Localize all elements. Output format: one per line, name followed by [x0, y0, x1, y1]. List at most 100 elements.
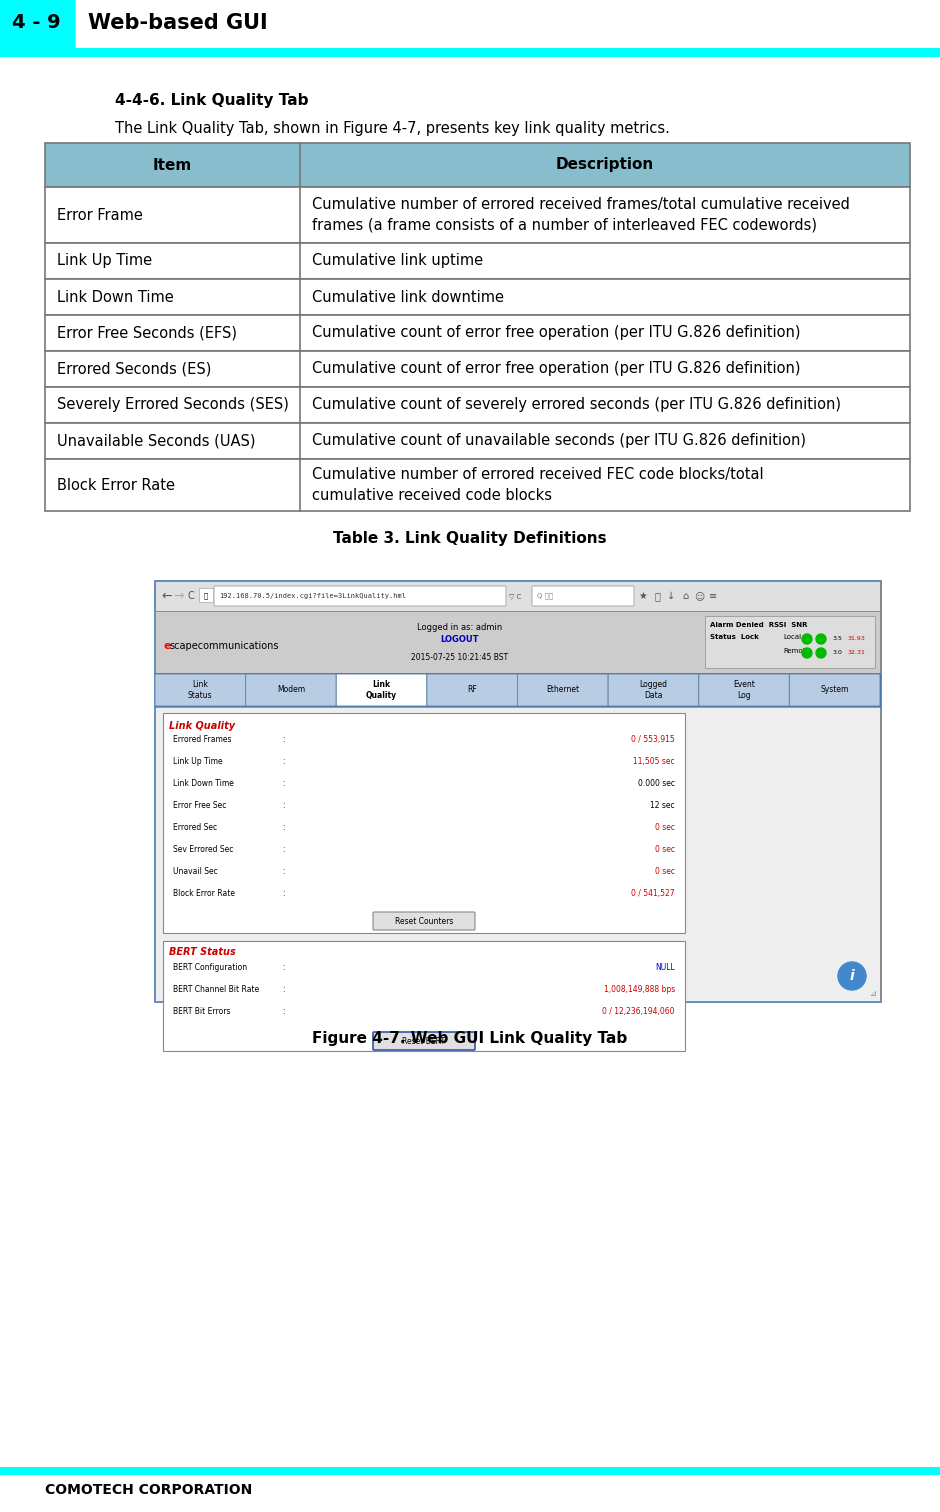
Text: Sev Errored Sec: Sev Errored Sec	[173, 845, 233, 854]
Text: BERT Channel Bit Rate: BERT Channel Bit Rate	[173, 984, 259, 993]
Text: Error Free Sec: Error Free Sec	[173, 801, 227, 810]
Bar	[45, 144, 910, 187]
Bar	[155, 581, 880, 1001]
Bar	[0, 48, 940, 57]
Text: Block Error Rate: Block Error Rate	[57, 478, 175, 493]
Bar	[45, 280, 910, 314]
Text: Link Quality: Link Quality	[169, 721, 235, 730]
Text: ▽ C: ▽ C	[509, 593, 522, 599]
Bar	[45, 423, 910, 460]
Bar	[45, 351, 910, 387]
Text: Q 검색: Q 검색	[537, 593, 553, 599]
Text: 2015-07-25 10:21:45 BST: 2015-07-25 10:21:45 BST	[411, 653, 508, 662]
Text: 0 / 541,527: 0 / 541,527	[632, 889, 675, 898]
FancyBboxPatch shape	[518, 674, 608, 706]
Text: Cumulative number of errored received frames/total cumulative received
frames (a: Cumulative number of errored received fr…	[312, 197, 850, 233]
Bar	[45, 314, 910, 351]
Text: :: :	[282, 735, 284, 744]
Bar	[155, 581, 880, 611]
Bar	[45, 460, 910, 511]
Circle shape	[802, 634, 812, 644]
Text: Error Free Seconds (EFS): Error Free Seconds (EFS)	[57, 325, 237, 340]
Text: Unavail Sec: Unavail Sec	[173, 866, 218, 875]
Bar	[0, 1467, 940, 1476]
Text: NULL: NULL	[655, 963, 675, 972]
Text: :: :	[282, 845, 284, 854]
Text: 192.168.70.5/index.cgi?file=3LinkQuality.hml: 192.168.70.5/index.cgi?file=3LinkQuality…	[219, 593, 406, 599]
Text: 🔒: 🔒	[204, 593, 208, 599]
Text: Status  Lock: Status Lock	[710, 634, 759, 640]
Text: :: :	[282, 889, 284, 898]
Bar	[155, 673, 880, 708]
Text: Local: Local	[783, 634, 801, 640]
Text: Reset Counters: Reset Counters	[395, 916, 453, 925]
FancyBboxPatch shape	[0, 0, 75, 48]
Text: →: →	[174, 590, 184, 602]
Text: scapecommunications: scapecommunications	[169, 641, 278, 652]
Text: BERT Bit Errors: BERT Bit Errors	[173, 1007, 230, 1016]
Text: Cumulative count of error free operation (per ITU G.826 definition): Cumulative count of error free operation…	[312, 361, 801, 376]
Text: Reset BERT: Reset BERT	[402, 1037, 446, 1045]
Text: Link Down Time: Link Down Time	[57, 289, 174, 304]
Text: Web-based GUI: Web-based GUI	[88, 14, 268, 33]
Text: :: :	[282, 801, 284, 810]
Text: Cumulative count of severely errored seconds (per ITU G.826 definition): Cumulative count of severely errored sec…	[312, 398, 841, 413]
Text: ←: ←	[162, 590, 172, 602]
Circle shape	[802, 649, 812, 658]
FancyBboxPatch shape	[214, 587, 506, 606]
Text: 0 sec: 0 sec	[655, 866, 675, 875]
Text: ≡: ≡	[709, 591, 717, 600]
Text: 4 - 9: 4 - 9	[11, 14, 60, 32]
Text: Errored Sec: Errored Sec	[173, 823, 217, 832]
Text: :: :	[282, 823, 284, 832]
Text: 32.31: 32.31	[848, 650, 866, 655]
Text: Cumulative link uptime: Cumulative link uptime	[312, 254, 483, 269]
Text: 🖫: 🖫	[654, 591, 660, 600]
Text: 1,008,149,888 bps: 1,008,149,888 bps	[603, 984, 675, 993]
Text: Cumulative link downtime: Cumulative link downtime	[312, 289, 504, 304]
Text: RF: RF	[467, 685, 478, 694]
Text: Description: Description	[556, 157, 654, 172]
Bar	[155, 708, 880, 1001]
Text: Link Up Time: Link Up Time	[57, 254, 152, 269]
Text: :: :	[282, 779, 284, 788]
Bar	[45, 387, 910, 423]
Text: 3.0: 3.0	[833, 650, 843, 655]
Text: C: C	[188, 591, 195, 600]
Text: Logged
Data: Logged Data	[639, 680, 667, 700]
Text: Item: Item	[153, 157, 192, 172]
Text: ☺: ☺	[694, 591, 704, 600]
FancyBboxPatch shape	[427, 674, 518, 706]
FancyBboxPatch shape	[373, 912, 475, 930]
Text: The Link Quality Tab, shown in Figure 4-7, presents key link quality metrics.: The Link Quality Tab, shown in Figure 4-…	[115, 121, 670, 136]
Text: Errored Seconds (ES): Errored Seconds (ES)	[57, 361, 212, 376]
Text: 3.5: 3.5	[833, 635, 843, 641]
Text: Remote: Remote	[783, 649, 809, 655]
Text: Severely Errored Seconds (SES): Severely Errored Seconds (SES)	[57, 398, 289, 413]
Text: 0 sec: 0 sec	[655, 845, 675, 854]
Text: Link
Quality: Link Quality	[366, 680, 397, 700]
Text: COMOTECH CORPORATION: COMOTECH CORPORATION	[45, 1483, 252, 1497]
Text: BERT Status: BERT Status	[169, 947, 236, 957]
Text: Figure 4-7. Web GUI Link Quality Tab: Figure 4-7. Web GUI Link Quality Tab	[312, 1031, 628, 1046]
FancyBboxPatch shape	[373, 1033, 475, 1049]
Text: Table 3. Link Quality Definitions: Table 3. Link Quality Definitions	[333, 531, 607, 546]
Text: 11,505 sec: 11,505 sec	[634, 758, 675, 767]
Text: 0 sec: 0 sec	[655, 823, 675, 832]
Circle shape	[816, 649, 826, 658]
Text: Link Up Time: Link Up Time	[173, 758, 223, 767]
Text: Errored Frames: Errored Frames	[173, 735, 231, 744]
Text: :: :	[282, 963, 284, 972]
Text: Cumulative number of errored received FEC code blocks/total
cumulative received : Cumulative number of errored received FE…	[312, 467, 764, 502]
Text: Block Error Rate: Block Error Rate	[173, 889, 235, 898]
Bar	[163, 940, 685, 1051]
Text: ↓: ↓	[667, 591, 675, 600]
Text: 0 / 12,236,194,060: 0 / 12,236,194,060	[603, 1007, 675, 1016]
Text: 0 / 553,915: 0 / 553,915	[632, 735, 675, 744]
FancyBboxPatch shape	[155, 674, 245, 706]
Text: ⊿: ⊿	[870, 989, 877, 998]
Text: ⌂: ⌂	[682, 591, 688, 600]
FancyBboxPatch shape	[532, 587, 634, 606]
Circle shape	[838, 962, 866, 990]
FancyBboxPatch shape	[790, 674, 880, 706]
